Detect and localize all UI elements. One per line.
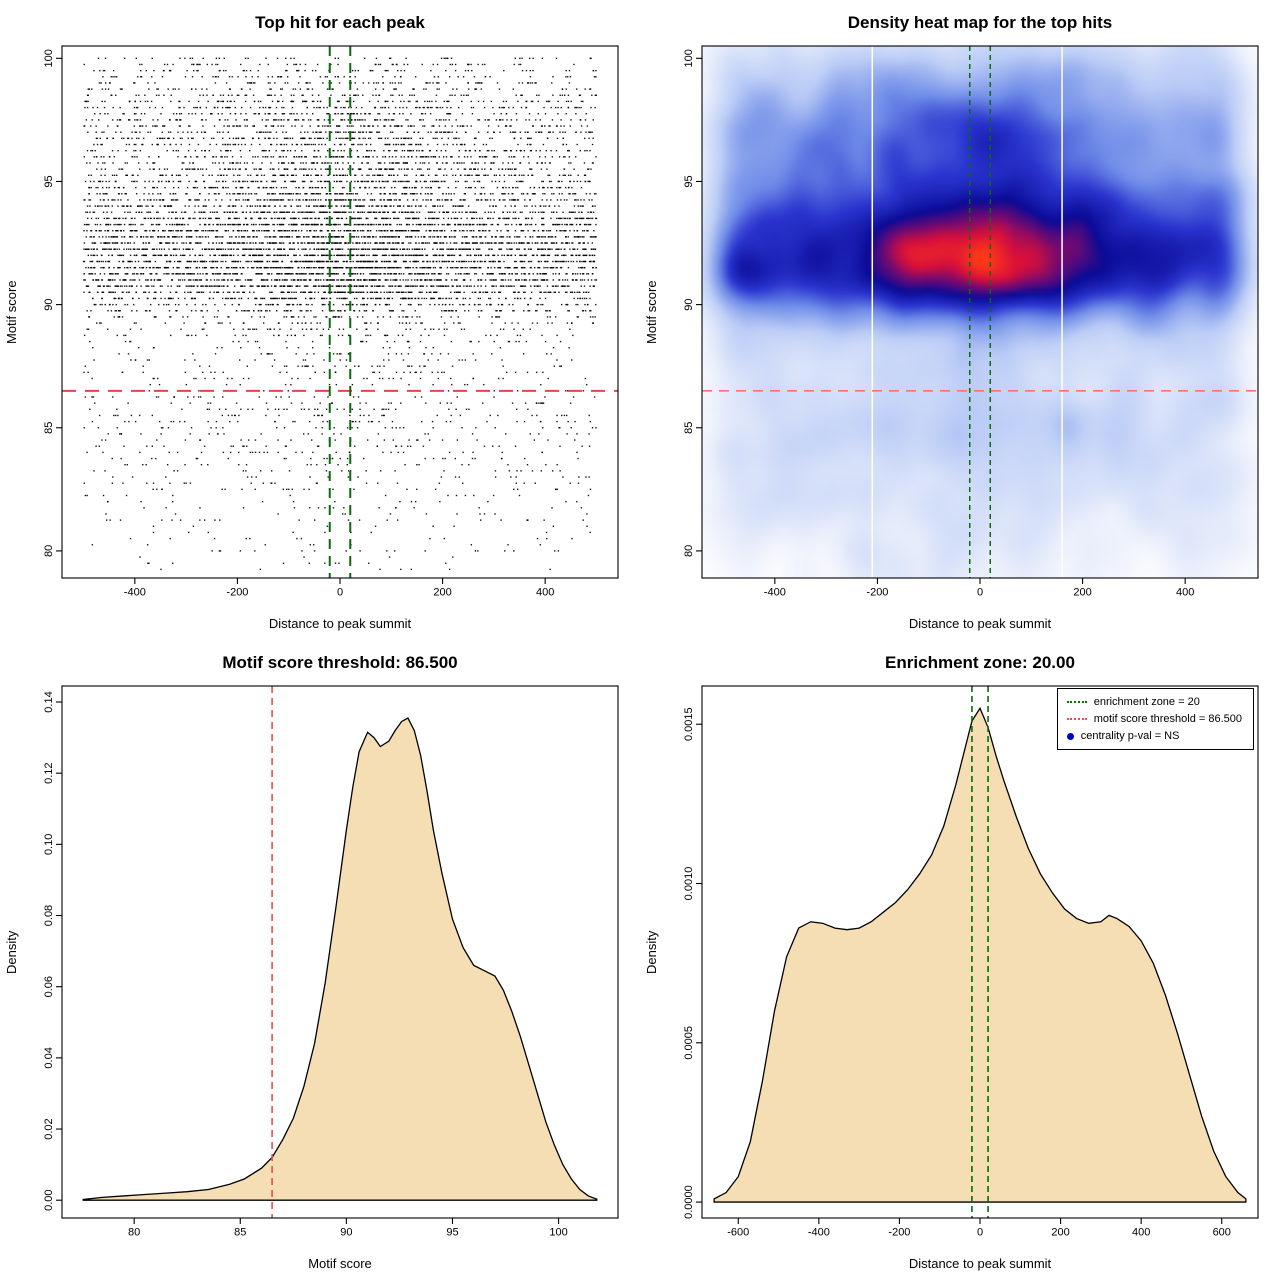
score-density-y-axis-label: Density [4,930,19,974]
panel-score-density: Motif score threshold: 86.500 Density Mo… [0,640,640,1280]
legend-label: motif score threshold = 86.500 [1093,713,1242,725]
dot-icon [1066,732,1074,740]
panel-scatter: Top hit for each peak Motif score Distan… [0,0,640,640]
score-density-title: Motif score threshold: 86.500 [222,653,458,672]
legend: enrichment zone = 20 motif score thresho… [1056,688,1254,750]
scatter-title: Top hit for each peak [255,13,425,32]
distance-density-title: Enrichment zone: 20.00 [885,653,1075,672]
distance-density-y-axis-label: Density [644,930,659,974]
dotted-line-icon [1066,701,1087,703]
legend-label: enrichment zone = 20 [1093,696,1200,708]
legend-item-enrichment-zone: enrichment zone = 20 [1066,696,1242,708]
legend-label: centrality p-val = NS [1080,730,1180,742]
scatter-x-axis-label: Distance to peak summit [268,616,412,631]
panel-distance-density: Enrichment zone: 20.00 Density Distance … [640,640,1280,1280]
scatter-y-axis-label: Motif score [4,280,19,344]
heatmap-title: Density heat map for the top hits [847,13,1113,32]
heatmap-plot-canvas [640,0,1280,640]
legend-item-threshold: motif score threshold = 86.500 [1066,713,1242,725]
legend-item-centrality: centrality p-val = NS [1066,730,1242,742]
score-density-canvas [0,640,640,1280]
score-density-x-axis-label: Motif score [308,1256,372,1271]
heatmap-y-axis-label: Motif score [644,280,659,344]
panel-heatmap: Density heat map for the top hits Motif … [640,0,1280,640]
distance-density-canvas [640,640,1280,1280]
scatter-plot-canvas [0,0,640,640]
dotted-line-icon [1066,718,1087,720]
distance-density-x-axis-label: Distance to peak summit [908,1256,1052,1271]
heatmap-x-axis-label: Distance to peak summit [908,616,1052,631]
